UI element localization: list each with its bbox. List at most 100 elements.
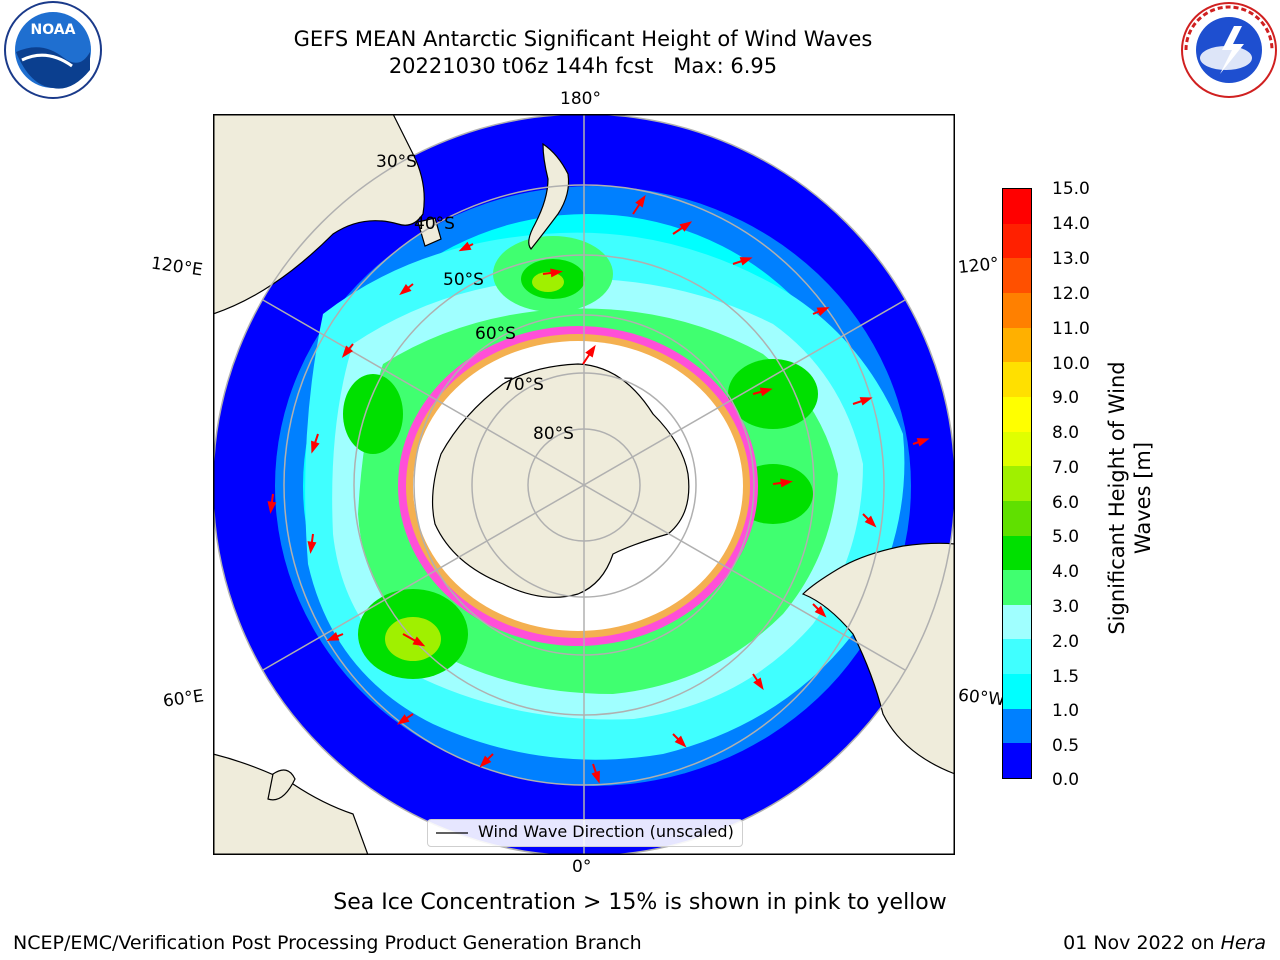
cbar-tick-5: 5.0: [1052, 527, 1080, 547]
cbar-tick-0: 0.0: [1052, 770, 1080, 790]
cbar-tick-1-5: 1.5: [1052, 667, 1080, 687]
cbar-tick-13: 13.0: [1052, 249, 1090, 269]
cbar-tick-1: 1.0: [1052, 701, 1080, 721]
colorbar-segment: [1003, 223, 1031, 259]
noaa-logo: NOAA: [2, 0, 104, 100]
wave-arrow-head: [635, 194, 646, 208]
wave-arrow: [311, 433, 320, 454]
wave-arrow: [458, 241, 474, 252]
lon-label-0: 0°: [572, 857, 592, 877]
cbar-tick-2: 2.0: [1052, 632, 1080, 652]
colorbar-title: Significant Height of Wind Waves [m]: [1104, 348, 1156, 648]
wave-arrow-head: [458, 241, 472, 252]
lon-label-180: 180°: [560, 89, 601, 109]
wave-arrow-head: [307, 541, 317, 554]
cbar-tick-9: 9.0: [1052, 388, 1080, 408]
colorbar-segment: [1003, 466, 1031, 501]
wave-arrow: [591, 763, 600, 784]
cbar-tick-6: 6.0: [1052, 493, 1080, 513]
colorbar-segment: [1003, 362, 1031, 397]
colorbar-segment: [1003, 570, 1031, 605]
wave-arrow: [402, 633, 426, 647]
wave-arrow: [852, 397, 873, 406]
wave-arrow-head: [759, 387, 773, 397]
wave-arrow-head: [864, 515, 877, 528]
wave-arrow: [479, 753, 494, 768]
cbar-tick-12: 12.0: [1052, 284, 1090, 304]
wave-arrow-head: [916, 438, 930, 447]
colorbar-segment: [1003, 396, 1031, 432]
cbar-tick-15: 15.0: [1052, 179, 1090, 199]
graticule: [213, 114, 955, 855]
lon-label-60e: 60°E: [161, 686, 206, 712]
footer-left: NCEP/EMC/Verification Post Processing Pr…: [13, 932, 642, 954]
lat-label-60s: 60°S: [475, 324, 516, 344]
legend-line-icon: [436, 832, 468, 834]
cbar-tick-11: 11.0: [1052, 319, 1090, 339]
wave-arrow: [912, 438, 930, 447]
wave-arrow: [307, 533, 317, 554]
wave-arrow: [326, 632, 344, 641]
cbar-tick-4: 4.0: [1052, 562, 1080, 582]
cbar-tick-0-5: 0.5: [1052, 736, 1080, 756]
lat-label-40s: 40°S: [414, 214, 455, 234]
wave-arrow-head: [814, 605, 827, 618]
wave-arrow: [772, 478, 793, 488]
colorbar-segment: [1003, 674, 1031, 709]
colorbar-segment: [1003, 604, 1031, 640]
colorbar-segment: [1003, 708, 1031, 744]
wave-arrow-head: [591, 770, 600, 784]
colorbar-segment: [1003, 293, 1031, 328]
wave-arrow: [396, 713, 414, 725]
wave-arrow: [812, 603, 827, 618]
wave-arrow-head: [679, 221, 693, 232]
colorbar-segment: [1003, 500, 1031, 536]
colorbar-segment: [1003, 639, 1031, 675]
colorbar-segment: [1003, 431, 1031, 467]
wave-arrow: [732, 257, 753, 266]
wave-arrow: [752, 673, 764, 691]
wave-arrow-head: [479, 755, 492, 768]
sea-ice-note: Sea Ice Concentration > 15% is shown in …: [333, 890, 947, 915]
colorbar-segment: [1003, 189, 1031, 224]
wave-arrow-head: [739, 257, 753, 266]
wave-arrow-head: [674, 735, 687, 748]
wave-arrow-head: [311, 440, 320, 454]
cbar-tick-3: 3.0: [1052, 597, 1080, 617]
colorbar-segment: [1003, 327, 1031, 363]
lat-label-30s: 30°S: [376, 152, 417, 172]
cbar-tick-14: 14.0: [1052, 214, 1090, 234]
noaa-logo-text: NOAA: [31, 22, 76, 38]
wave-arrow: [672, 733, 687, 748]
wave-arrow: [542, 268, 563, 278]
lat-label-50s: 50°S: [443, 270, 484, 290]
footer-host: Hera: [1220, 932, 1266, 954]
wave-arrow-head: [267, 501, 277, 514]
wave-arrow: [672, 221, 693, 235]
lon-label-120e: 120°E: [149, 253, 204, 281]
cbar-tick-7: 7.0: [1052, 458, 1080, 478]
land: [213, 114, 955, 855]
wave-arrow-head: [341, 345, 354, 358]
chart-title: GEFS MEAN Antarctic Significant Height o…: [293, 27, 873, 51]
nws-logo: [1178, 0, 1280, 100]
colorbar-segment: [1003, 258, 1031, 294]
wave-arrow: [752, 387, 773, 397]
wave-arrow: [582, 344, 596, 365]
wave-arrow-head: [780, 478, 793, 488]
wave-arrow-head: [753, 677, 764, 691]
colorbar-title-line2: Waves [m]: [1131, 441, 1155, 555]
legend-box: Wind Wave Direction (unscaled): [427, 819, 743, 847]
wave-arrow: [399, 283, 414, 296]
colorbar-title-line1: Significant Height of Wind: [1105, 361, 1129, 635]
wave-arrow-head: [859, 397, 873, 406]
wave-arrow-head: [326, 632, 340, 641]
wave-arrow: [341, 343, 354, 358]
wave-arrow: [862, 513, 877, 528]
chart-subtitle: 20221030 t06z 144h fcst Max: 6.95: [388, 54, 778, 78]
lon-label-120w: 120°: [957, 253, 1000, 279]
colorbar: [1002, 188, 1032, 779]
colorbar-segment: [1003, 743, 1031, 778]
wave-arrow-head: [550, 268, 563, 278]
wave-arrow: [812, 307, 830, 316]
